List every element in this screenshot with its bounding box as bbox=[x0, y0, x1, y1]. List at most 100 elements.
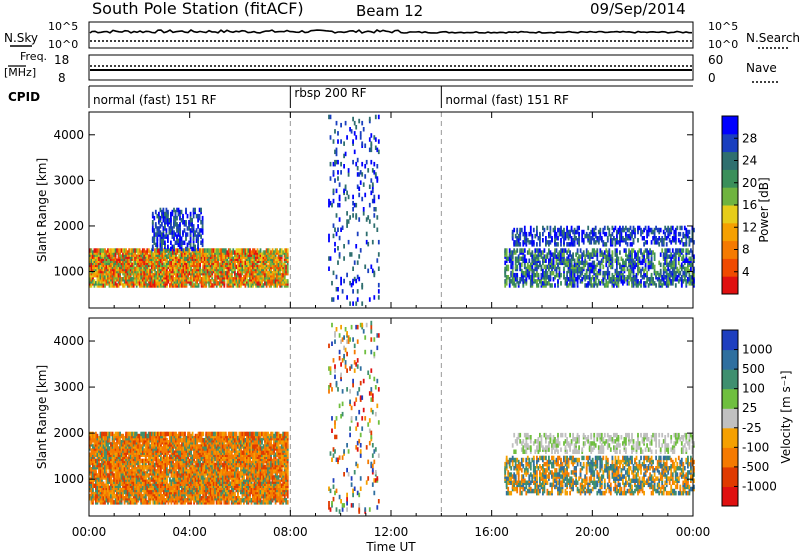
echo-cell bbox=[183, 240, 186, 245]
echo-cell bbox=[367, 168, 370, 173]
echo-cell bbox=[671, 268, 674, 274]
echo-cell bbox=[665, 258, 668, 263]
echo-cell bbox=[285, 248, 288, 253]
echo-cell bbox=[280, 258, 283, 263]
echo-cell bbox=[514, 233, 517, 239]
echo-cell bbox=[674, 270, 677, 276]
echo-cell bbox=[661, 240, 664, 245]
echo-cell bbox=[668, 254, 671, 259]
echo-cell bbox=[567, 236, 570, 241]
echo-cell bbox=[634, 260, 636, 266]
echo-cell bbox=[637, 279, 639, 284]
echo-cell bbox=[116, 479, 118, 484]
echo-cell bbox=[143, 260, 146, 266]
echo-cell bbox=[240, 277, 242, 282]
echo-cell bbox=[160, 258, 162, 263]
echo-cell bbox=[205, 256, 208, 261]
echo-cell bbox=[138, 433, 141, 439]
echo-cell bbox=[593, 264, 596, 270]
echo-cell bbox=[238, 248, 241, 253]
echo-cell bbox=[646, 229, 648, 235]
echo-cell bbox=[557, 227, 559, 233]
echo-cell bbox=[632, 238, 635, 243]
echo-cell bbox=[679, 231, 682, 237]
echo-cell bbox=[104, 500, 106, 505]
echo-cell bbox=[504, 283, 507, 288]
echo-cell bbox=[117, 431, 120, 437]
echo-cell bbox=[90, 467, 93, 472]
echo-cell bbox=[356, 289, 359, 294]
echo-cell bbox=[134, 440, 137, 445]
echo-cell bbox=[144, 277, 147, 282]
echo-cell bbox=[629, 225, 632, 231]
echo-cell bbox=[665, 227, 668, 233]
echo-cell bbox=[123, 489, 126, 495]
echo-cell bbox=[174, 220, 177, 225]
echo-cell bbox=[192, 207, 195, 213]
echo-cell bbox=[125, 475, 127, 480]
echo-cell bbox=[637, 266, 639, 272]
echo-cell bbox=[374, 172, 377, 177]
echo-cell bbox=[640, 272, 642, 278]
echo-cell bbox=[528, 258, 531, 263]
cpid-segment-label: normal (fast) 151 RF bbox=[445, 93, 569, 107]
echo-cell bbox=[572, 256, 574, 261]
echo-cell bbox=[107, 498, 109, 503]
echo-cell bbox=[258, 275, 260, 280]
echo-cell bbox=[572, 238, 574, 243]
echo-cell bbox=[359, 180, 362, 185]
echo-cell bbox=[89, 272, 91, 278]
echo-cell bbox=[126, 460, 129, 466]
echo-cell bbox=[95, 479, 97, 484]
echo-cell bbox=[337, 139, 339, 144]
echo-cell bbox=[273, 250, 275, 255]
echo-cell bbox=[129, 469, 132, 474]
echo-cell bbox=[98, 477, 100, 482]
echo-cell bbox=[523, 279, 526, 284]
echo-cell bbox=[280, 248, 283, 253]
echo-cell bbox=[113, 500, 115, 505]
echo-cell bbox=[162, 207, 165, 213]
echo-cell bbox=[180, 236, 183, 241]
echo-cell bbox=[267, 270, 269, 276]
echo-cell bbox=[653, 264, 656, 270]
echo-cell bbox=[90, 248, 93, 253]
echo-cell bbox=[125, 248, 127, 253]
echo-cell bbox=[540, 272, 543, 278]
echo-cell bbox=[370, 178, 373, 183]
nsky-tick-top: 10^5 bbox=[48, 20, 78, 33]
echo-cell bbox=[539, 248, 541, 253]
echo-cell bbox=[353, 202, 356, 208]
echo-cell bbox=[617, 283, 620, 288]
echo-cell bbox=[665, 248, 668, 253]
echo-cell bbox=[149, 277, 152, 282]
echo-cell bbox=[252, 262, 254, 268]
echo-cell bbox=[359, 135, 362, 140]
echo-cell bbox=[132, 454, 135, 459]
echo-cell bbox=[513, 248, 516, 253]
echo-cell bbox=[125, 483, 127, 488]
echo-cell bbox=[199, 266, 201, 272]
echo-cell bbox=[593, 252, 596, 257]
echo-cell bbox=[542, 238, 544, 243]
echo-cell bbox=[628, 275, 630, 280]
echo-cell bbox=[104, 431, 106, 437]
echo-cell bbox=[619, 270, 621, 276]
echo-cell bbox=[641, 229, 644, 235]
echo-cell bbox=[511, 281, 514, 286]
echo-cell bbox=[131, 446, 134, 451]
echo-cell bbox=[591, 275, 594, 280]
echo-cell bbox=[570, 225, 573, 231]
echo-cell bbox=[511, 268, 514, 274]
echo-cell bbox=[176, 272, 179, 278]
echo-cell bbox=[599, 231, 602, 237]
echo-cell bbox=[332, 139, 335, 144]
echo-cell bbox=[113, 448, 115, 453]
echo-cell bbox=[570, 262, 573, 268]
echo-cell bbox=[183, 228, 186, 233]
echo-cell bbox=[132, 431, 135, 437]
echo-cell bbox=[516, 272, 519, 278]
echo-cell bbox=[617, 240, 620, 245]
echo-cell bbox=[599, 248, 602, 253]
